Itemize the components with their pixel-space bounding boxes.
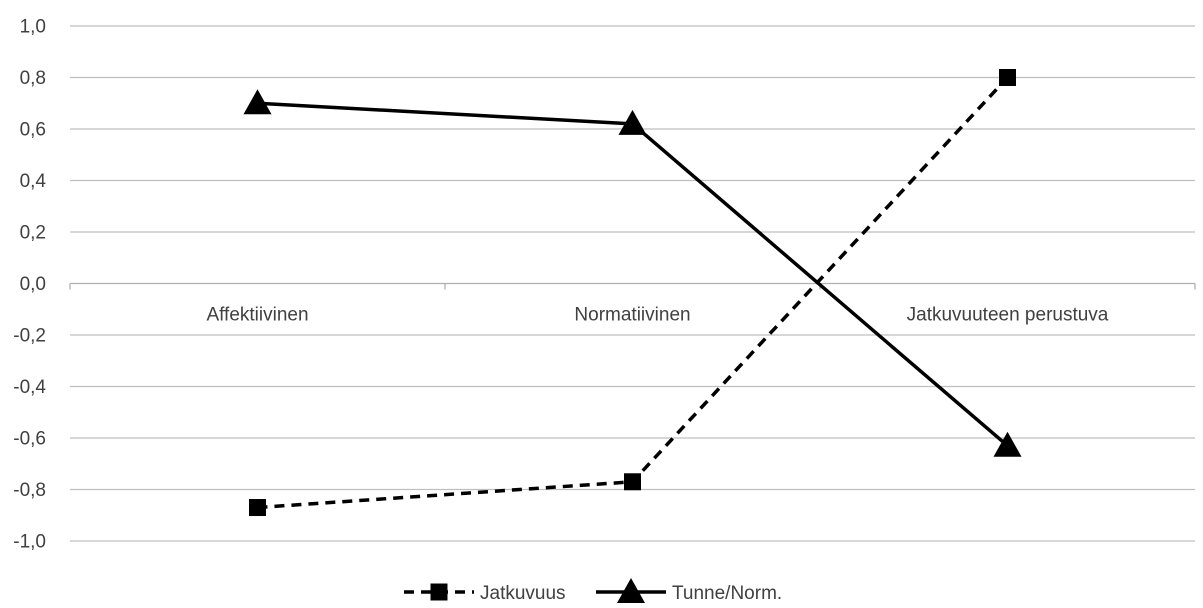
data-point [999, 69, 1016, 86]
data-point [243, 89, 272, 115]
legend-label: Jatkuvuus [480, 583, 566, 603]
y-tick-label: 0,6 [20, 120, 46, 141]
data-point [624, 473, 641, 491]
legend: Jatkuvuus Tunne/Norm. [404, 578, 782, 604]
y-tick-label: 1,0 [20, 17, 46, 38]
x-tick-label: Affektiivinen [206, 305, 308, 326]
data-point [993, 431, 1022, 457]
series-layer [243, 69, 1022, 517]
legend-marker [617, 578, 645, 603]
legend-label: Tunne/Norm. [672, 583, 782, 603]
series-jatkuvuus [249, 69, 1016, 517]
y-tick-label: -0,6 [13, 429, 46, 450]
x-tick-label: Normatiivinen [574, 305, 690, 326]
x-axis: Affektiivinen Normatiivinen Jatkuvuuteen p… [69, 283, 1196, 326]
series-line [257, 76, 1009, 510]
y-tick-label: 0,2 [20, 223, 46, 244]
y-tick-label: 0,8 [20, 68, 46, 89]
legend-item: Jatkuvuus [404, 583, 566, 604]
legend-marker [430, 583, 448, 601]
y-tick-label: 0,4 [20, 171, 47, 192]
y-tick-label: -0,4 [13, 377, 46, 398]
x-tick-label: Jatkuvuuteen perustuva [907, 305, 1109, 326]
y-axis: 1,0 0,8 0,6 0,4 0,2 0,0 -0,2 -0,4 -0,6 -0,8 -1,0 [13, 17, 46, 553]
y-tick-label: -1,0 [13, 532, 46, 553]
series-line [257, 101, 1009, 448]
legend-item: Tunne/Norm. [596, 578, 782, 604]
series-tunne-norm- [243, 89, 1022, 457]
y-tick-label: 0,0 [20, 274, 46, 295]
data-point [249, 499, 266, 517]
y-tick-label: -0,2 [13, 326, 46, 347]
data-point [618, 109, 647, 135]
gridlines [70, 25, 1195, 542]
y-tick-label: -0,8 [13, 480, 46, 501]
